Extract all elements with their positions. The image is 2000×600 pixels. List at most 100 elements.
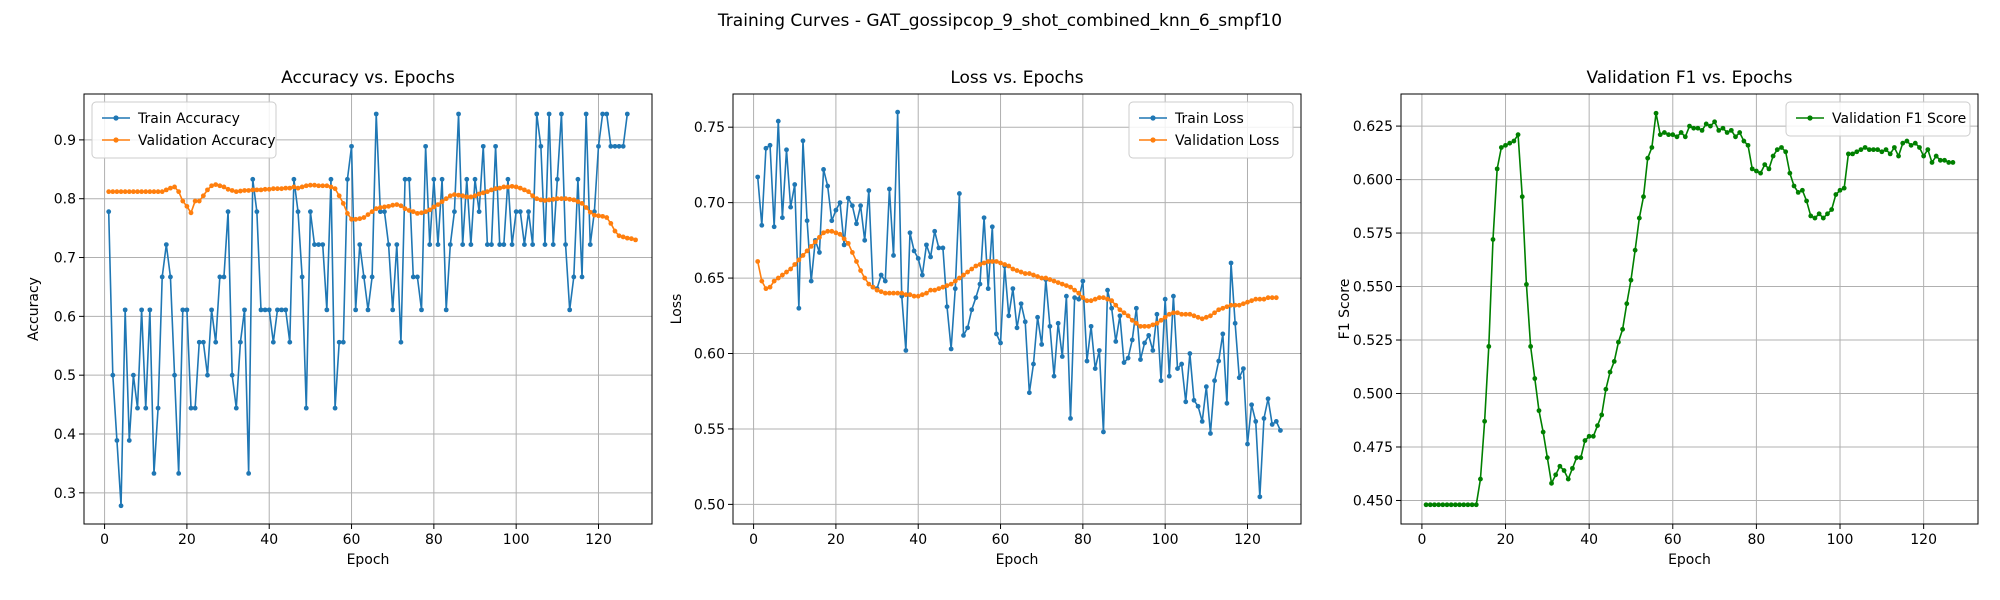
legend-swatch-marker (113, 137, 119, 143)
data-point (472, 176, 478, 182)
data-point (763, 286, 769, 292)
data-point (1858, 147, 1864, 153)
data-point (213, 182, 219, 187)
data-point (841, 242, 847, 248)
data-point (526, 209, 531, 215)
data-point (1582, 438, 1588, 443)
data-point (1195, 403, 1201, 409)
data-point (1586, 433, 1592, 439)
data-point (1448, 502, 1454, 508)
data-point (275, 307, 280, 313)
x-axis-label: Epoch (347, 552, 390, 568)
data-point (994, 331, 999, 337)
data-point (907, 292, 913, 298)
data-point (833, 230, 839, 236)
x-tick-label: 60 (1664, 532, 1682, 548)
data-point (1816, 211, 1822, 217)
data-point (1142, 323, 1147, 329)
data-point (1544, 455, 1550, 461)
y-tick-label: 0.55 (694, 422, 725, 438)
data-point (1039, 342, 1045, 347)
data-point (1708, 123, 1713, 129)
data-point (1850, 151, 1855, 157)
data-point (1051, 278, 1057, 284)
data-point (534, 196, 540, 202)
data-point (1269, 422, 1275, 427)
data-point (1257, 296, 1263, 302)
data-point (328, 184, 334, 190)
data-point (1158, 378, 1164, 384)
data-point (151, 189, 157, 195)
data-point (501, 184, 507, 190)
data-point (862, 275, 868, 281)
data-point (1553, 472, 1559, 478)
axes-frame (732, 93, 1302, 525)
data-point (899, 290, 905, 296)
data-point (270, 339, 276, 345)
x-tick-label: 0 (1417, 532, 1426, 548)
data-point (1741, 138, 1747, 144)
data-point (130, 189, 136, 195)
data-point (1452, 502, 1458, 508)
data-point (439, 199, 445, 205)
data-point (882, 290, 888, 296)
data-point (258, 187, 264, 193)
data-point (1154, 311, 1160, 317)
data-point (1444, 502, 1450, 508)
data-point (1762, 162, 1768, 168)
data-point (1146, 333, 1152, 338)
data-point (1611, 359, 1617, 364)
data-point (1129, 317, 1135, 323)
data-point (591, 212, 597, 218)
x-tick-label: 100 (503, 532, 530, 548)
data-point (1117, 313, 1123, 319)
data-point (526, 189, 531, 195)
data-point (936, 245, 942, 251)
data-point (1055, 320, 1061, 326)
data-point (550, 196, 556, 202)
data-point (110, 372, 116, 378)
series-2 (755, 228, 1279, 329)
data-point (1183, 311, 1189, 317)
data-point (225, 186, 231, 192)
data-point (1427, 502, 1433, 508)
data-point (1536, 408, 1542, 414)
data-point (1590, 433, 1596, 439)
data-point (1557, 463, 1563, 469)
data-point (1216, 307, 1222, 313)
data-point (1084, 358, 1090, 364)
data-point (1191, 397, 1197, 403)
data-point (612, 143, 618, 149)
data-point (1825, 211, 1830, 217)
data-point (345, 176, 350, 182)
legend-label: Train Accuracy (137, 111, 240, 127)
data-point (1043, 275, 1049, 281)
data-point (423, 143, 429, 149)
y-tick-label: 0.450 (1353, 493, 1393, 509)
data-point (295, 209, 301, 215)
data-point (1249, 402, 1255, 408)
data-point (604, 215, 610, 220)
data-point (209, 307, 214, 313)
data-point (804, 248, 810, 254)
subplot-2: 0 20 40 60 80 100 120 0.50 0.55 0.60 0.65 0.70 0.75 L… (669, 68, 1302, 568)
data-point (784, 147, 789, 153)
data-point (320, 242, 326, 247)
data-point (604, 111, 610, 117)
data-point (242, 307, 247, 313)
data-point (1092, 366, 1098, 371)
data-point (1195, 314, 1201, 320)
data-point (1808, 213, 1814, 219)
data-point (328, 176, 334, 182)
data-point (1699, 127, 1705, 133)
data-point (114, 438, 120, 443)
data-point (147, 307, 153, 313)
data-point (1138, 323, 1143, 329)
data-point (419, 307, 424, 313)
data-point (122, 307, 128, 313)
data-point (755, 174, 761, 180)
data-point (1774, 147, 1780, 153)
data-point (538, 197, 544, 203)
data-point (369, 209, 375, 215)
